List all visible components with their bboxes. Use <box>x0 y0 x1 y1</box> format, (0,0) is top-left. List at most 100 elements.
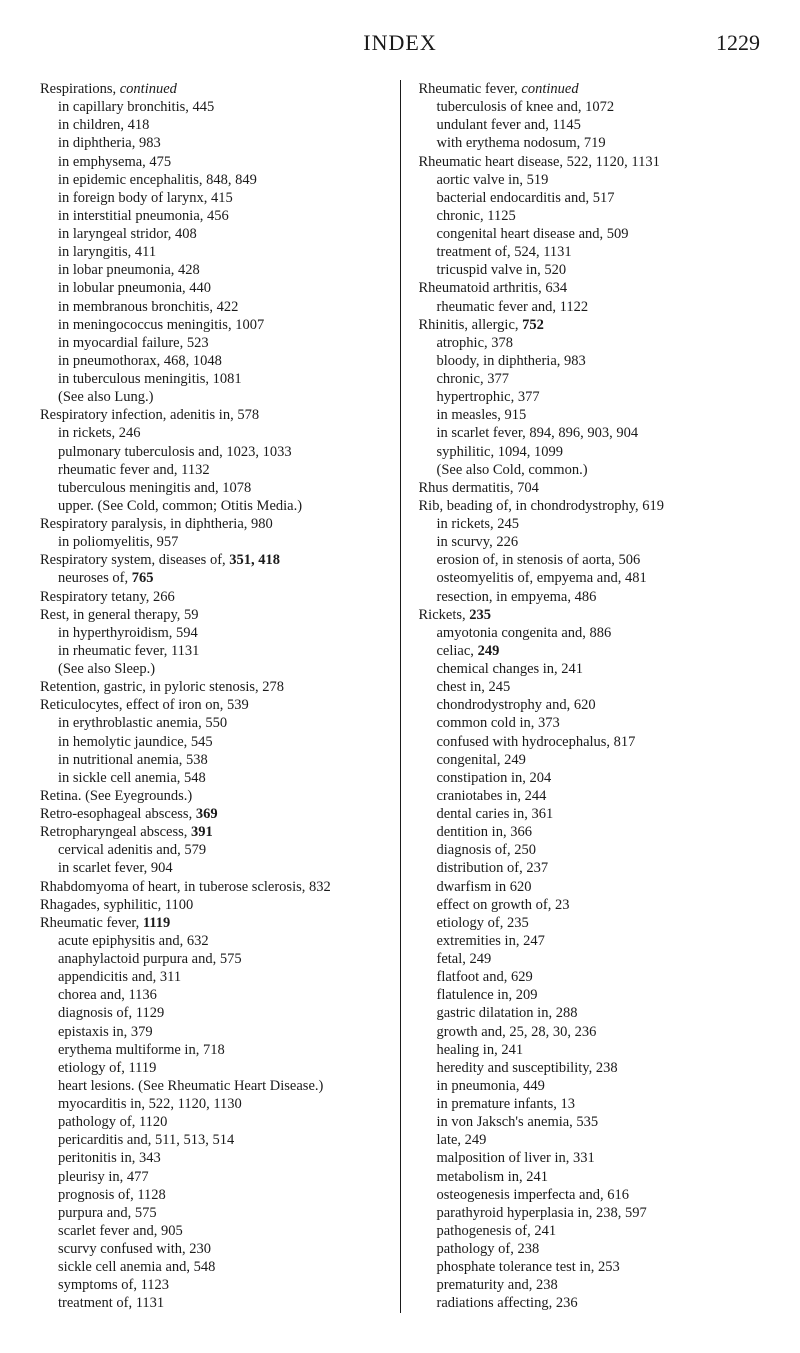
index-entry-text: Rib, beading of, in chondrodystrophy, 61… <box>419 498 665 514</box>
index-entry-text: Respiratory tetany, 266 <box>40 589 175 605</box>
index-entry: Retention, gastric, in pyloric stenosis,… <box>54 678 382 696</box>
index-entry-text: common cold in, 373 <box>437 715 560 731</box>
index-entry: pulmonary tuberculosis and, 1023, 1033 <box>54 443 382 461</box>
index-entry: dentition in, 366 <box>433 823 761 841</box>
index-entry: celiac, 249 <box>433 642 761 660</box>
index-entry: in pneumothorax, 468, 1048 <box>54 352 382 370</box>
index-entry: in interstitial pneumonia, 456 <box>54 207 382 225</box>
index-entry: Rest, in general therapy, 59 <box>54 606 382 624</box>
index-entry-text: in laryngitis, 411 <box>58 244 156 260</box>
index-entry-text: Retina. (See Eyegrounds.) <box>40 788 192 804</box>
index-entry-text: Rhinitis, allergic, <box>419 317 523 333</box>
index-entry: in foreign body of larynx, 415 <box>54 189 382 207</box>
index-entry: in rheumatic fever, 1131 <box>54 642 382 660</box>
index-entry-text: sickle cell anemia and, 548 <box>58 1259 215 1275</box>
index-entry: erythema multiforme in, 718 <box>54 1041 382 1059</box>
index-entry-text: healing in, 241 <box>437 1042 524 1058</box>
index-entry-text: fetal, 249 <box>437 951 492 967</box>
index-entry-text: Rheumatic fever, <box>40 915 143 931</box>
index-entry-text: continued <box>521 81 578 97</box>
index-entry-text: constipation in, 204 <box>437 770 552 786</box>
index-entry-text: pericarditis and, 511, 513, 514 <box>58 1132 234 1148</box>
index-entry: tuberculous meningitis and, 1078 <box>54 479 382 497</box>
page-title: INDEX <box>363 30 436 56</box>
index-entry: Rheumatoid arthritis, 634 <box>433 279 761 297</box>
index-entry-text: in scurvy, 226 <box>437 534 519 550</box>
index-entry-text: (See also Sleep.) <box>58 661 155 677</box>
page-header: INDEX 1229 <box>40 30 760 56</box>
index-entry: erosion of, in stenosis of aorta, 506 <box>433 551 761 569</box>
index-entry-text: in lobar pneumonia, 428 <box>58 262 200 278</box>
index-entry: Rhabdomyoma of heart, in tuberose sclero… <box>54 878 382 896</box>
index-entry-text: osteogenesis imperfecta and, 616 <box>437 1187 629 1203</box>
index-entry: in children, 418 <box>54 116 382 134</box>
index-entry-text: treatment of, 1131 <box>58 1295 164 1311</box>
index-entry-text: dwarfism in 620 <box>437 879 532 895</box>
index-entry-text: in rheumatic fever, 1131 <box>58 643 199 659</box>
index-entry-text: (See also Cold, common.) <box>437 462 588 478</box>
index-entry-text: in diphtheria, 983 <box>58 135 161 151</box>
index-entry: Rhagades, syphilitic, 1100 <box>54 896 382 914</box>
index-entry-text: in nutritional anemia, 538 <box>58 752 208 768</box>
index-entry-text: late, 249 <box>437 1132 487 1148</box>
index-entry-text: Rhabdomyoma of heart, in tuberose sclero… <box>40 879 331 895</box>
index-entry: diagnosis of, 250 <box>433 841 761 859</box>
index-entry: in sickle cell anemia, 548 <box>54 769 382 787</box>
index-entry: Retro-esophageal abscess, 369 <box>54 805 382 823</box>
index-entry-text: Rhus dermatitis, 704 <box>419 480 539 496</box>
index-entry: in hyperthyroidism, 594 <box>54 624 382 642</box>
index-entry: rheumatic fever and, 1122 <box>433 298 761 316</box>
index-entry-text: malposition of liver in, 331 <box>437 1150 595 1166</box>
index-entry: bloody, in diphtheria, 983 <box>433 352 761 370</box>
index-entry-text: diagnosis of, 250 <box>437 842 536 858</box>
index-entry-text: chronic, 377 <box>437 371 509 387</box>
index-entry-text: Respiratory paralysis, in diphtheria, 98… <box>40 516 273 532</box>
index-entry-text: metabolism in, 241 <box>437 1169 549 1185</box>
index-entry-text: osteomyelitis of, empyema and, 481 <box>437 570 647 586</box>
index-entry-text: in scarlet fever, 904 <box>58 860 173 876</box>
index-entry: Retina. (See Eyegrounds.) <box>54 787 382 805</box>
index-entry: in epidemic encephalitis, 848, 849 <box>54 171 382 189</box>
index-entry: Rheumatic fever, continued <box>433 80 761 98</box>
index-entry-text: erosion of, in stenosis of aorta, 506 <box>437 552 641 568</box>
index-entry: in capillary bronchitis, 445 <box>54 98 382 116</box>
index-entry-text: peritonitis in, 343 <box>58 1150 161 1166</box>
index-entry-text: scarlet fever and, 905 <box>58 1223 183 1239</box>
index-entry: chronic, 377 <box>433 370 761 388</box>
index-entry-text: (See also Lung.) <box>58 389 153 405</box>
index-entry-text: heart lesions. (See Rheumatic Heart Dise… <box>58 1078 323 1094</box>
index-entry: in laryngeal stridor, 408 <box>54 225 382 243</box>
index-entry-text: 752 <box>522 317 544 333</box>
index-entry: flatfoot and, 629 <box>433 968 761 986</box>
index-entry: dwarfism in 620 <box>433 878 761 896</box>
index-entry: chest in, 245 <box>433 678 761 696</box>
index-entry: common cold in, 373 <box>433 714 761 732</box>
index-entry-text: chemical changes in, 241 <box>437 661 584 677</box>
index-entry-text: in sickle cell anemia, 548 <box>58 770 206 786</box>
index-entry: atrophic, 378 <box>433 334 761 352</box>
index-entry: prematurity and, 238 <box>433 1276 761 1294</box>
index-entry-text: in von Jaksch's anemia, 535 <box>437 1114 599 1130</box>
index-entry-text: prematurity and, 238 <box>437 1277 558 1293</box>
index-entry: in premature infants, 13 <box>433 1095 761 1113</box>
index-entry-text: parathyroid hyperplasia in, 238, 597 <box>437 1205 647 1221</box>
index-entry: neuroses of, 765 <box>54 569 382 587</box>
index-entry: Rheumatic heart disease, 522, 1120, 1131 <box>433 153 761 171</box>
index-entry: in scarlet fever, 894, 896, 903, 904 <box>433 424 761 442</box>
index-columns: Respirations, continuedin capillary bron… <box>40 80 760 1313</box>
index-entry: (See also Lung.) <box>54 388 382 406</box>
index-entry-text: appendicitis and, 311 <box>58 969 181 985</box>
index-entry-text: in foreign body of larynx, 415 <box>58 190 233 206</box>
index-entry-text: heredity and susceptibility, 238 <box>437 1060 618 1076</box>
index-entry: congenital heart disease and, 509 <box>433 225 761 243</box>
index-entry: undulant fever and, 1145 <box>433 116 761 134</box>
index-entry-text: chest in, 245 <box>437 679 511 695</box>
index-entry-text: chorea and, 1136 <box>58 987 157 1003</box>
index-entry-text: continued <box>120 81 177 97</box>
index-entry-text: dental caries in, 361 <box>437 806 554 822</box>
index-entry-text: pleurisy in, 477 <box>58 1169 149 1185</box>
index-entry: in nutritional anemia, 538 <box>54 751 382 769</box>
index-entry-text: Rest, in general therapy, 59 <box>40 607 199 623</box>
index-column-right: Rheumatic fever, continuedtuberculosis o… <box>401 80 761 1313</box>
index-entry-text: in erythroblastic anemia, 550 <box>58 715 227 731</box>
